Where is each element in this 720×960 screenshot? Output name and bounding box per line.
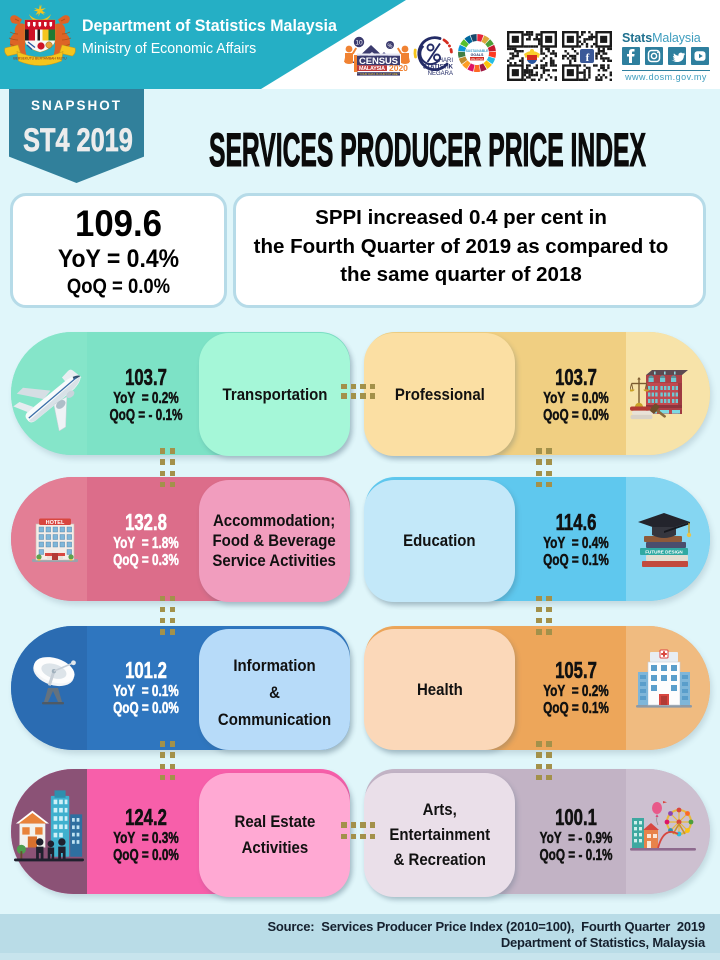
svg-text:NEGARA: NEGARA xyxy=(428,71,453,77)
svg-text:MALAYSIA: MALAYSIA xyxy=(471,57,484,61)
svg-text:f: f xyxy=(586,52,590,64)
svg-text:HARI: HARI xyxy=(439,58,454,64)
svg-text:* YOUR DATA IS OUR FUTURE *: * YOUR DATA IS OUR FUTURE * xyxy=(358,72,401,76)
svg-text:CENSUS: CENSUS xyxy=(359,56,398,67)
svg-text:MALAYSIA: MALAYSIA xyxy=(359,66,385,72)
svg-text:BERSEKUTU BERTAMBAH MUTU: BERSEKUTU BERTAMBAH MUTU xyxy=(13,57,67,61)
svg-text:%: % xyxy=(388,44,393,50)
svg-text:HOTEL: HOTEL xyxy=(46,520,65,526)
svg-text:GOALS: GOALS xyxy=(471,53,484,57)
svg-text:FUTURE DESIGN: FUTURE DESIGN xyxy=(645,549,683,554)
svg-text:2020: 2020 xyxy=(389,63,408,73)
svg-text:STATISTIK: STATISTIK xyxy=(423,65,454,71)
svg-text:10: 10 xyxy=(355,40,363,47)
svg-text:SUSTAINABLE: SUSTAINABLE xyxy=(466,49,488,53)
